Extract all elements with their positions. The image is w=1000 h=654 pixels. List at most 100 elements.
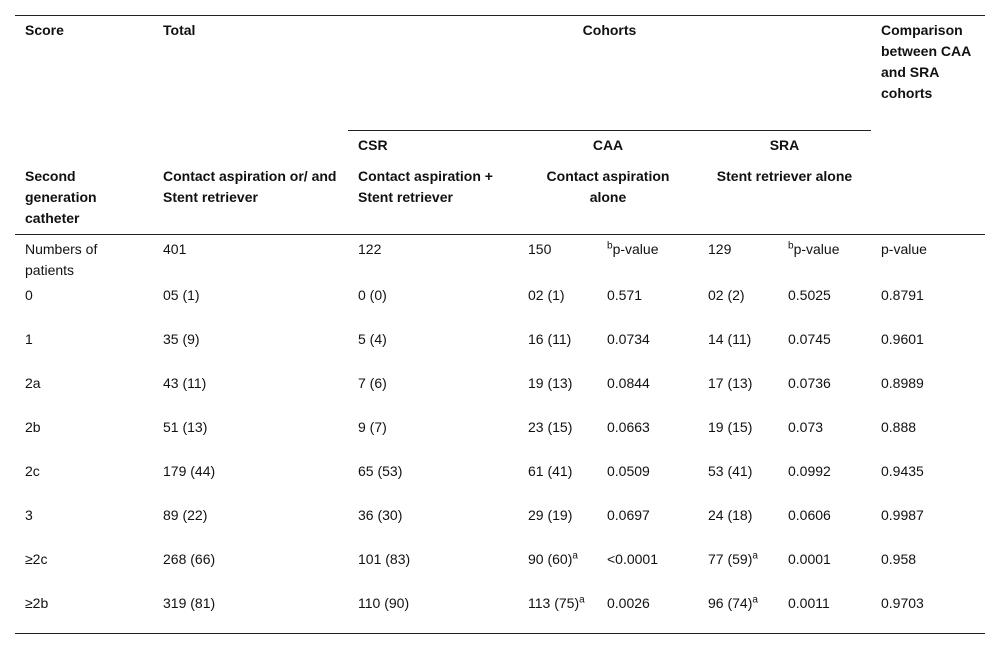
table-cell: 7 (6) [358,375,387,391]
table-row: Numbers of patients 401 122 150 bp-value 129 b… [15,235,985,282]
table-cell: 19 (13) [528,375,573,391]
table-cell: 2a [25,375,41,391]
table-cell: 96 (74)a [698,589,778,634]
table-cell: p-value [881,241,927,257]
table-cell: 0.0509 [607,463,650,479]
table-cell: 02 (2) [708,287,745,303]
table-cell: 35 (9) [163,331,200,347]
table-cell: 0.0992 [788,463,831,479]
table-cell: 0.9703 [881,595,924,611]
table-row: 0 05 (1) 0 (0) 02 (1) 0.571 02 (2) 0.5025 0.879… [15,281,985,325]
table-cell: 0.0736 [788,375,831,391]
table-cell: ≥2c [25,551,48,567]
table-cell: 0.0606 [788,507,831,523]
footnote-mark: b [607,240,613,252]
table-cell: 0.958 [881,551,917,567]
table-cell: 113 (75)a [518,589,597,634]
cell-text: p-value [612,241,659,257]
header-cell: Contact aspiration + Stent retriever [358,168,493,205]
table-row: 2c 179 (44) 65 (53) 61 (41) 0.0509 53 (41) 0.0… [15,457,985,501]
table-cell: 0.0001 [788,551,831,567]
table-cell: 150 [528,241,552,257]
header-cell: Cohorts [348,15,871,131]
table-cell: 0 [25,287,33,303]
table-cell: 14 (11) [708,331,752,347]
table-row: 2b 51 (13) 9 (7) 23 (15) 0.0663 19 (15) 0.073 0… [15,413,985,457]
table-cell: 19 (15) [708,419,753,435]
header-cell: Second generation catheter [25,168,97,226]
table-body: Numbers of patients 401 122 150 bp-value 129 b… [15,235,985,634]
table-cell: 122 [358,241,382,257]
table-cell: bp-value [778,235,871,282]
table-cell: 89 (22) [163,507,208,523]
table-cell: 23 (15) [528,419,573,435]
table-cell: <0.0001 [607,551,658,567]
table-cell: 268 (66) [163,551,216,567]
table-cell: 0.0663 [607,419,650,435]
header-cell: Total [163,22,196,38]
table-cell: 0.888 [881,419,917,435]
table-cell: 0.0734 [607,331,650,347]
table-cell: 53 (41) [708,463,753,479]
table-cell: 401 [163,241,187,257]
cell-text: 90 (60) [528,551,573,567]
table-cell: 179 (44) [163,463,216,479]
table-cell: 0.5025 [788,287,831,303]
cell-text: 96 (74) [708,595,753,611]
footnote-mark: a [572,550,578,562]
table-cell: 05 (1) [163,287,200,303]
table-row: ≥2b 319 (81) 110 (90) 113 (75)a 0.0026 96 (74… [15,589,985,634]
table-cell: 101 (83) [358,551,411,567]
table-cell: 0.8989 [881,375,924,391]
header-cell: Contact aspiration or/ and Stent retriev… [163,168,337,205]
table-cell: 319 (81) [163,595,216,611]
table-cell: 90 (60)a [518,545,597,589]
footnote-mark: a [752,594,758,606]
table-row: ≥2c 268 (66) 101 (83) 90 (60)a <0.0001 77 (59… [15,545,985,589]
table-cell: 24 (18) [708,507,753,523]
table-cell: 1 [25,331,33,347]
table-cell: bp-value [597,235,698,282]
header-cell: CSR [358,137,388,153]
header-cell: Stent retriever alone [716,168,853,184]
table-cell: 3 [25,507,33,523]
table-row: 3 89 (22) 36 (30) 29 (19) 0.0697 24 (18) 0.060… [15,501,985,545]
table-row: 2a 43 (11) 7 (6) 19 (13) 0.0844 17 (13) 0.0736… [15,369,985,413]
table-cell: 65 (53) [358,463,403,479]
table-cell: 0.0011 [788,595,830,611]
table-cell: 2c [25,463,40,479]
table-cell: 0.8791 [881,287,924,303]
table-cell: 9 (7) [358,419,387,435]
table-cell: 129 [708,241,732,257]
table-cell: 0.0026 [607,595,650,611]
footnote-mark: a [579,594,585,606]
footnote-mark: a [752,550,758,562]
table-cell: 0.9987 [881,507,924,523]
header-cell: SRA [769,137,800,153]
header-cell: CAA [592,137,624,153]
header-cell: Score [25,22,64,38]
header-cell: Comparison between CAA and SRA cohorts [881,22,971,101]
table-cell: Numbers of patients [25,241,98,278]
cell-text: p-value [793,241,840,257]
table-row: 1 35 (9) 5 (4) 16 (11) 0.0734 14 (11) 0.0745 0.… [15,325,985,369]
table-cell: 0 (0) [358,287,387,303]
table-cell: 36 (30) [358,507,403,523]
cell-text: 113 (75) [528,595,580,611]
table-cell: 0.9601 [881,331,924,347]
table-cell: 0.0844 [607,375,650,391]
table-cell: 5 (4) [358,331,387,347]
table-cell: 51 (13) [163,419,208,435]
table-cell: 77 (59)a [698,545,778,589]
header-cell: Contact aspiration alone [546,168,670,205]
table-cell: 0.0745 [788,331,831,347]
cell-text: 77 (59) [708,551,753,567]
table-cell: 43 (11) [163,375,207,391]
table-cell: 17 (13) [708,375,753,391]
table-cell: 0.073 [788,419,824,435]
table-cell: 0.9435 [881,463,924,479]
table-cell: 110 (90) [358,595,410,611]
table-cell: 0.0697 [607,507,650,523]
table-cell: 61 (41) [528,463,573,479]
